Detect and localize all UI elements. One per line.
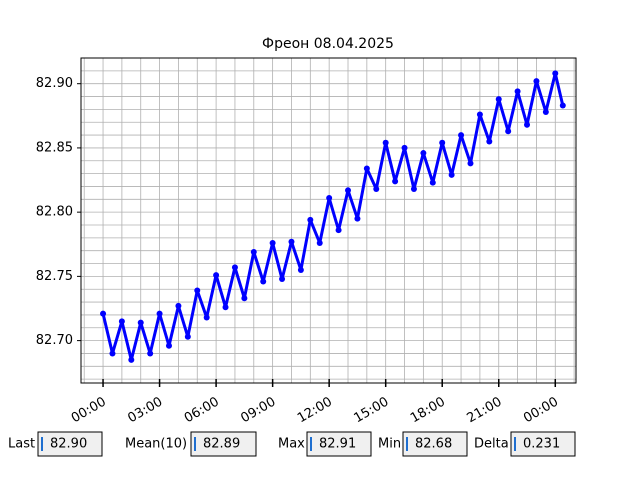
y-tick-label: 82.85: [36, 140, 73, 155]
data-point: [533, 78, 540, 85]
chart-title: Фреон 08.04.2025: [262, 36, 394, 52]
data-point: [269, 239, 276, 246]
data-point: [382, 139, 389, 146]
data-point: [524, 121, 531, 128]
data-point: [514, 88, 521, 95]
stats-bar: Last 82.90 Mean(10) 82.89 Max 82.91 Min 82.68 De…: [8, 431, 576, 457]
stat-label: Mean(10): [125, 437, 187, 452]
stat-box: [190, 431, 257, 457]
data-point: [222, 304, 229, 311]
data-point: [203, 314, 210, 321]
stat-label: Min: [378, 437, 401, 452]
data-point: [260, 278, 267, 285]
data-point: [213, 272, 220, 279]
data-point: [165, 342, 172, 349]
data-point: [420, 150, 427, 157]
y-tick-label: 82.80: [36, 205, 73, 220]
stat-label: Delta: [474, 437, 509, 452]
data-point: [345, 187, 352, 194]
data-point: [175, 302, 182, 309]
data-point: [373, 186, 380, 193]
stat-value: 82.91: [319, 437, 356, 452]
data-line: [101, 71, 565, 362]
stat-box: [306, 431, 372, 457]
stat-label: Last: [8, 437, 35, 452]
data-point: [279, 275, 286, 282]
data-point: [137, 319, 144, 326]
y-tick-label: 82.70: [36, 333, 73, 348]
data-point: [297, 266, 304, 273]
data-point: [542, 108, 549, 115]
data-point: [429, 179, 436, 186]
data-point: [392, 178, 399, 185]
data-point: [505, 128, 512, 135]
stat-box: [510, 431, 576, 457]
data-point: [109, 350, 116, 357]
data-point: [410, 186, 417, 193]
data-point: [128, 356, 135, 363]
data-point: [288, 238, 295, 245]
data-point: [156, 310, 163, 317]
data-point: [439, 139, 446, 146]
data-point: [552, 70, 559, 77]
data-point: [241, 295, 248, 302]
data-point: [495, 96, 502, 103]
y-tick-label: 82.75: [36, 269, 73, 284]
data-point: [458, 132, 465, 139]
data-point: [184, 333, 191, 340]
data-point: [307, 216, 314, 223]
data-point: [448, 171, 455, 178]
stat-value: 82.90: [50, 437, 87, 452]
data-point: [194, 287, 201, 294]
data-point: [354, 215, 361, 222]
data-point: [467, 160, 474, 167]
stat-box: [402, 431, 468, 457]
stat-label: Max: [278, 437, 305, 452]
data-point: [250, 248, 257, 255]
data-point: [147, 350, 154, 357]
data-point: [118, 318, 125, 325]
stat-value: 82.68: [415, 437, 452, 452]
data-point: [100, 310, 107, 317]
data-point: [316, 239, 323, 246]
data-point: [335, 227, 342, 234]
data-point: [231, 264, 238, 271]
stat-value: 82.89: [203, 437, 240, 452]
data-point: [476, 111, 483, 118]
data-point: [486, 138, 493, 145]
stat-box: [37, 431, 103, 457]
data-point: [326, 195, 333, 202]
stat-value: 0.231: [523, 437, 560, 452]
data-point: [559, 102, 566, 109]
data-point: [401, 144, 408, 151]
data-point: [363, 165, 370, 172]
y-tick-label: 82.90: [36, 76, 73, 91]
